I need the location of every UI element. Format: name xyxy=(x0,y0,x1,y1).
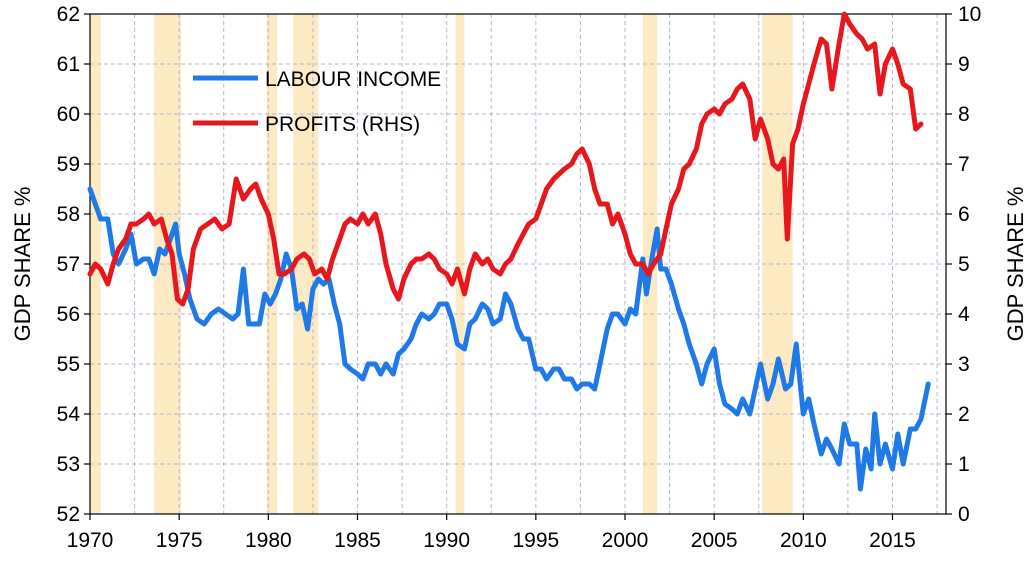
left-tick-label-56: 56 xyxy=(57,303,80,326)
x-tick-label-1990: 1990 xyxy=(423,529,470,552)
right-axis: 0 1 2 3 4 5 6 7 8 9 10 xyxy=(946,3,981,526)
x-tick-label-1995: 1995 xyxy=(512,529,559,552)
x-tick-label-2000: 2000 xyxy=(602,529,649,552)
left-tick-label-60: 60 xyxy=(57,103,80,126)
right-tick-label-6: 6 xyxy=(958,203,970,226)
right-tick-label-9: 9 xyxy=(958,53,970,76)
series-line-profits xyxy=(87,11,924,307)
left-tick-label-57: 57 xyxy=(57,253,80,276)
x-tick-label-1980: 1980 xyxy=(245,529,292,552)
x-tick-label-1985: 1985 xyxy=(334,529,381,552)
legend: LABOUR INCOME PROFITS (RHS) xyxy=(193,68,441,136)
x-tick-label-2015: 2015 xyxy=(869,529,916,552)
recession-band-4 xyxy=(455,14,465,514)
right-tick-label-5: 5 xyxy=(958,253,970,276)
left-tick-label-59: 59 xyxy=(57,153,80,176)
gridlines xyxy=(90,14,946,514)
series-line-labour-income xyxy=(87,186,931,492)
right-tick-label-10: 10 xyxy=(958,3,981,26)
left-tick-label-53: 53 xyxy=(57,453,80,476)
legend-label-profits: PROFITS (RHS) xyxy=(265,113,420,136)
left-tick-label-55: 55 xyxy=(57,353,80,376)
left-tick-label-52: 52 xyxy=(57,503,80,526)
x-tick-label-1970: 1970 xyxy=(67,529,114,552)
right-tick-label-0: 0 xyxy=(958,503,970,526)
left-tick-label-61: 61 xyxy=(57,53,80,76)
left-axis: 52 53 54 55 56 57 58 59 60 61 62 xyxy=(57,3,90,526)
y-axis-title-right: GDP SHARE % xyxy=(1003,187,1028,342)
right-tick-label-2: 2 xyxy=(958,403,970,426)
legend-label-labour-income: LABOUR INCOME xyxy=(265,68,441,91)
left-tick-label-54: 54 xyxy=(57,403,81,426)
left-tick-label-62: 62 xyxy=(57,3,80,26)
right-tick-label-3: 3 xyxy=(958,353,970,376)
x-tick-label-2010: 2010 xyxy=(780,529,827,552)
right-tick-label-7: 7 xyxy=(958,153,970,176)
x-axis: 1970 1975 1980 1985 1990 1995 2000 2005 2010 2015 xyxy=(67,514,916,552)
recession-band-2 xyxy=(266,14,278,514)
y-axis-title-left: GDP SHARE % xyxy=(10,187,35,342)
series-layer xyxy=(87,11,931,492)
x-tick-label-1975: 1975 xyxy=(156,529,203,552)
x-tick-label-2005: 2005 xyxy=(691,529,738,552)
right-tick-label-8: 8 xyxy=(958,103,970,126)
right-tick-label-4: 4 xyxy=(958,303,970,326)
right-tick-label-1: 1 xyxy=(958,453,970,476)
left-tick-label-58: 58 xyxy=(57,203,80,226)
